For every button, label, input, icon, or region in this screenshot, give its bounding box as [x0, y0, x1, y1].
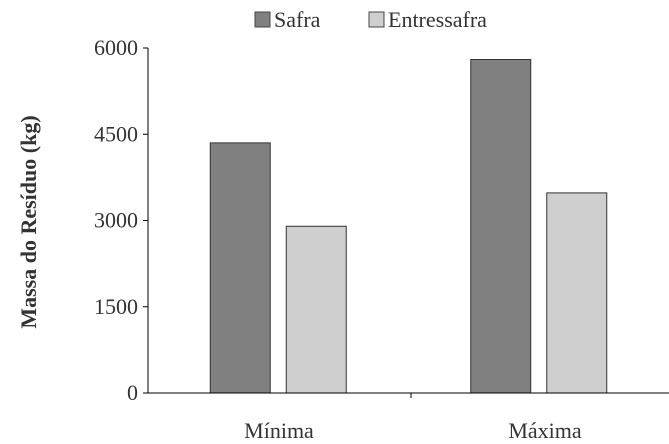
bars — [209, 59, 608, 394]
y-axis-title: Massa do Resíduo (kg) — [16, 115, 41, 328]
y-tick-label: 1500 — [94, 294, 138, 319]
bar-safra-minima — [209, 142, 271, 394]
legend-label-entressafra: Entressafra — [388, 7, 487, 32]
y-tick-label: 6000 — [94, 35, 138, 60]
bar-safra-maxima — [470, 59, 532, 394]
y-axis-ticks: 0 1500 3000 4500 6000 — [94, 35, 148, 405]
legend-swatch-entressafra — [368, 11, 385, 28]
legend-label-safra: Safra — [274, 7, 321, 32]
x-tick-label-minima: Mínima — [244, 418, 314, 443]
bar-entressafra-minima — [285, 225, 347, 394]
y-tick-label: 3000 — [94, 208, 138, 233]
x-tick-label-maxima: Máxima — [508, 418, 582, 443]
y-tick-label: 4500 — [94, 121, 138, 146]
legend: Safra Entressafra — [254, 7, 487, 32]
y-tick-label: 0 — [127, 380, 138, 405]
bar-entressafra-maxima — [546, 192, 608, 394]
legend-swatch-safra — [254, 11, 271, 28]
